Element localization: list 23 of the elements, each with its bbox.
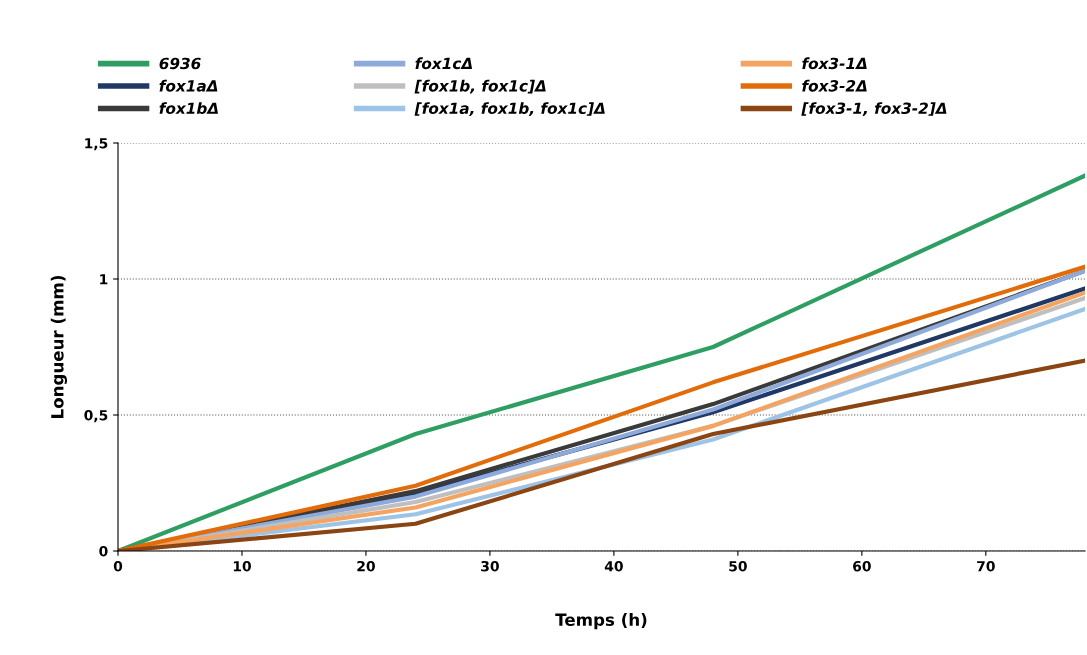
y-axis-title: Longueur (mm)	[50, 275, 68, 418]
x-tick-label: 30	[481, 560, 499, 572]
x-tick-label: 50	[729, 560, 747, 572]
legend-label: fox1cΔ	[415, 57, 473, 70]
legend-label: [fox3-1, fox3-2]Δ	[801, 102, 947, 116]
x-tick-label: 0	[113, 560, 123, 572]
legend-label: [fox1a, fox1b, fox1c]Δ	[414, 102, 605, 116]
x-tick-label: 10	[233, 560, 251, 572]
legend-label: 6936	[159, 57, 201, 70]
x-tick-label: 70	[977, 560, 995, 572]
x-axis-title: Temps (h)	[555, 613, 647, 630]
legend-label: fox3-2Δ	[802, 79, 867, 92]
x-tick-label: 20	[357, 560, 375, 572]
legend-label: fox1bΔ	[159, 102, 218, 115]
y-tick-label: 1	[100, 274, 108, 285]
legend-label: [fox1b, fox1c]Δ	[414, 79, 546, 94]
legend-label: fox1aΔ	[159, 79, 218, 92]
x-tick-label: 40	[604, 560, 623, 572]
y-tick-label: 1,5	[85, 138, 108, 151]
y-tick-label: 0	[99, 545, 108, 557]
legend-label: fox3-1Δ	[802, 57, 867, 70]
x-tick-label: 60	[853, 560, 871, 572]
y-tick-label: 0,5	[84, 409, 108, 423]
